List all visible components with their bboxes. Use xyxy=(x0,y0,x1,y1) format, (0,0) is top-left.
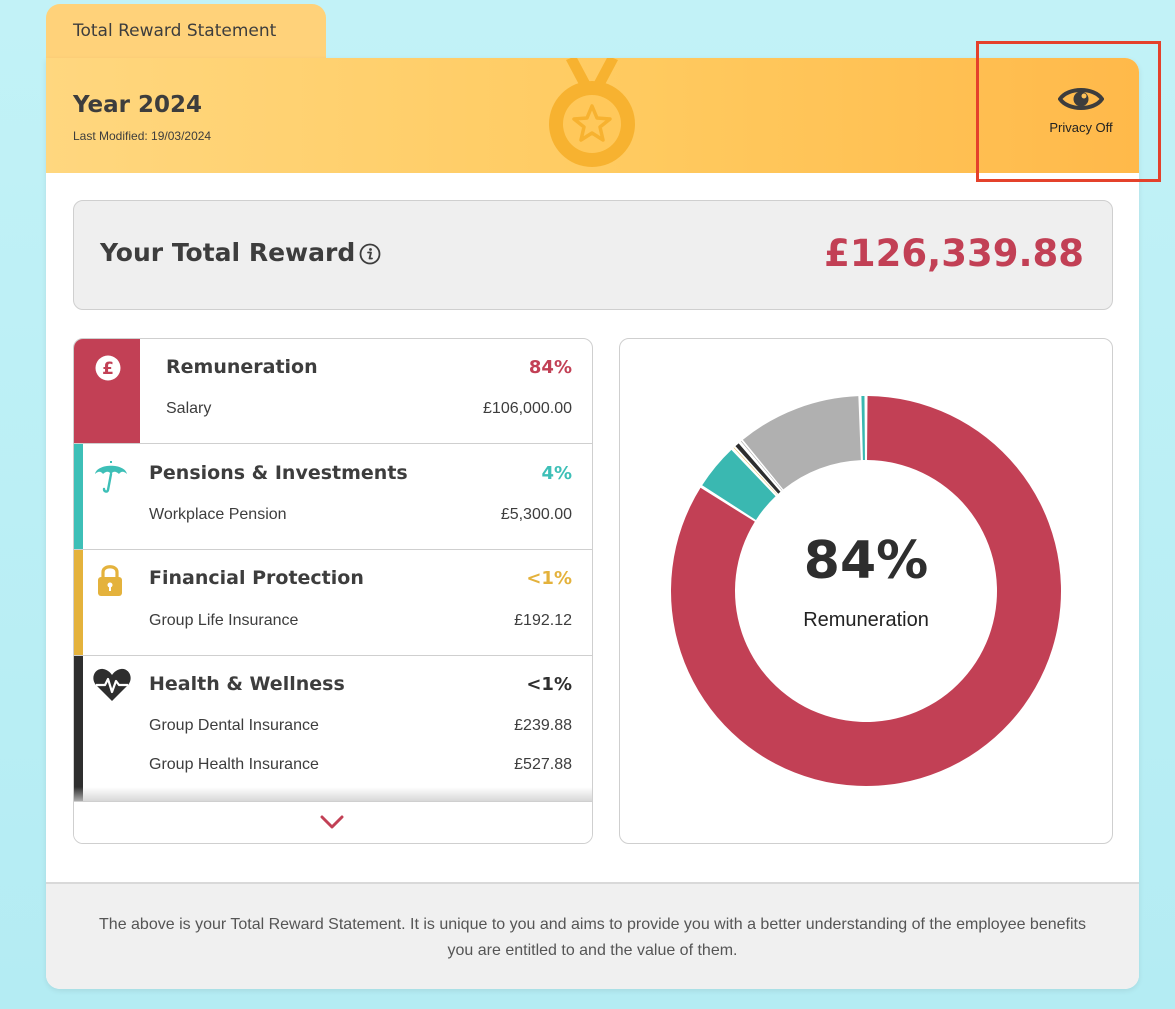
category-color-bar xyxy=(74,444,83,549)
category-pensions-investments[interactable]: Pensions & Investments 4% Workplace Pens… xyxy=(74,444,592,550)
statement-card: Year 2024 Last Modified: 19/03/2024 Priv… xyxy=(46,58,1139,989)
header-banner: Year 2024 Last Modified: 19/03/2024 Priv… xyxy=(46,58,1139,173)
benefit-label: Group Dental Insurance xyxy=(149,717,319,734)
total-reward-label: Your Total Reward xyxy=(100,238,356,267)
category-percent: 84% xyxy=(528,357,572,378)
category-percent: <1% xyxy=(526,568,572,589)
category-health-wellness[interactable]: Health & Wellness <1% Group Dental Insur… xyxy=(74,656,592,806)
lock-icon xyxy=(98,565,122,596)
benefit-label: Salary xyxy=(166,400,212,417)
scroll-fade xyxy=(74,787,592,803)
category-title: Financial Protection xyxy=(149,567,364,589)
benefit-row: Group Health Insurance £527.88 xyxy=(149,756,572,774)
privacy-label: Privacy Off xyxy=(1049,120,1113,135)
last-modified: Last Modified: 19/03/2024 xyxy=(73,129,212,143)
benefit-value: £527.88 xyxy=(514,756,572,773)
donut-segment-remuneration-0[interactable] xyxy=(671,396,1061,786)
benefit-label: Group Life Insurance xyxy=(149,612,299,629)
benefit-value: £106,000.00 xyxy=(483,400,572,417)
tab-label: Total Reward Statement xyxy=(73,21,277,41)
benefit-row: Workplace Pension £5,300.00 xyxy=(149,506,572,524)
chart-center-label: Remuneration xyxy=(803,609,929,631)
umbrella-icon xyxy=(95,461,127,493)
donut-segment-other-4[interactable] xyxy=(740,441,783,491)
benefit-row: Group Dental Insurance £239.88 xyxy=(149,717,572,735)
chart-center-value: 84% xyxy=(803,531,929,591)
eye-icon xyxy=(1058,88,1104,110)
total-reward-value: £126,339.88 xyxy=(824,232,1084,275)
tab-total-reward-statement[interactable]: Total Reward Statement xyxy=(46,4,326,64)
category-percent: 4% xyxy=(541,463,572,484)
category-color-bar xyxy=(74,656,83,806)
svg-text:£: £ xyxy=(102,359,114,379)
total-reward-panel: Your Total Reward £126,339.88 xyxy=(73,200,1113,310)
privacy-toggle-button[interactable]: Privacy Off xyxy=(1014,82,1139,162)
category-color-bar xyxy=(74,550,83,655)
benefit-label: Workplace Pension xyxy=(149,506,287,523)
category-title: Remuneration xyxy=(166,356,318,378)
donut-segment-other-5[interactable] xyxy=(742,396,861,490)
medal-icon xyxy=(549,58,635,167)
donut-chart-panel: 84% Remuneration xyxy=(619,338,1113,844)
donut-segment-health-wellness-3[interactable] xyxy=(735,443,781,494)
donut-segment-pensions-investments-1[interactable] xyxy=(702,449,776,520)
category-title: Pensions & Investments xyxy=(149,462,408,484)
heartbeat-icon xyxy=(93,668,131,701)
donut-segment-other-6[interactable] xyxy=(861,396,865,461)
donut-segment-financial-protection-2[interactable] xyxy=(733,447,778,495)
benefit-row: Group Life Insurance £192.12 xyxy=(149,612,572,630)
chevron-down-icon xyxy=(320,815,344,829)
donut-chart xyxy=(671,396,1061,786)
category-remuneration[interactable]: £ Remuneration 84% Salary £106,000.00 xyxy=(74,339,592,444)
category-percent: <1% xyxy=(526,674,572,695)
footer-text: The above is your Total Reward Statement… xyxy=(99,916,1086,959)
footer-note: The above is your Total Reward Statement… xyxy=(46,882,1139,989)
expand-list-button[interactable] xyxy=(74,801,592,843)
benefit-label: Group Health Insurance xyxy=(149,756,319,773)
year-title: Year 2024 xyxy=(73,92,203,118)
reward-category-list: £ Remuneration 84% Salary £106,000.00 Pe… xyxy=(73,338,593,844)
category-financial-protection[interactable]: Financial Protection <1% Group Life Insu… xyxy=(74,550,592,656)
benefit-value: £5,300.00 xyxy=(500,506,572,523)
benefit-value: £239.88 xyxy=(514,717,572,734)
category-title: Health & Wellness xyxy=(149,673,345,695)
benefit-row: Salary £106,000.00 xyxy=(166,400,572,418)
info-icon[interactable] xyxy=(359,243,381,265)
benefit-value: £192.12 xyxy=(514,612,572,629)
pound-icon: £ xyxy=(95,355,121,381)
